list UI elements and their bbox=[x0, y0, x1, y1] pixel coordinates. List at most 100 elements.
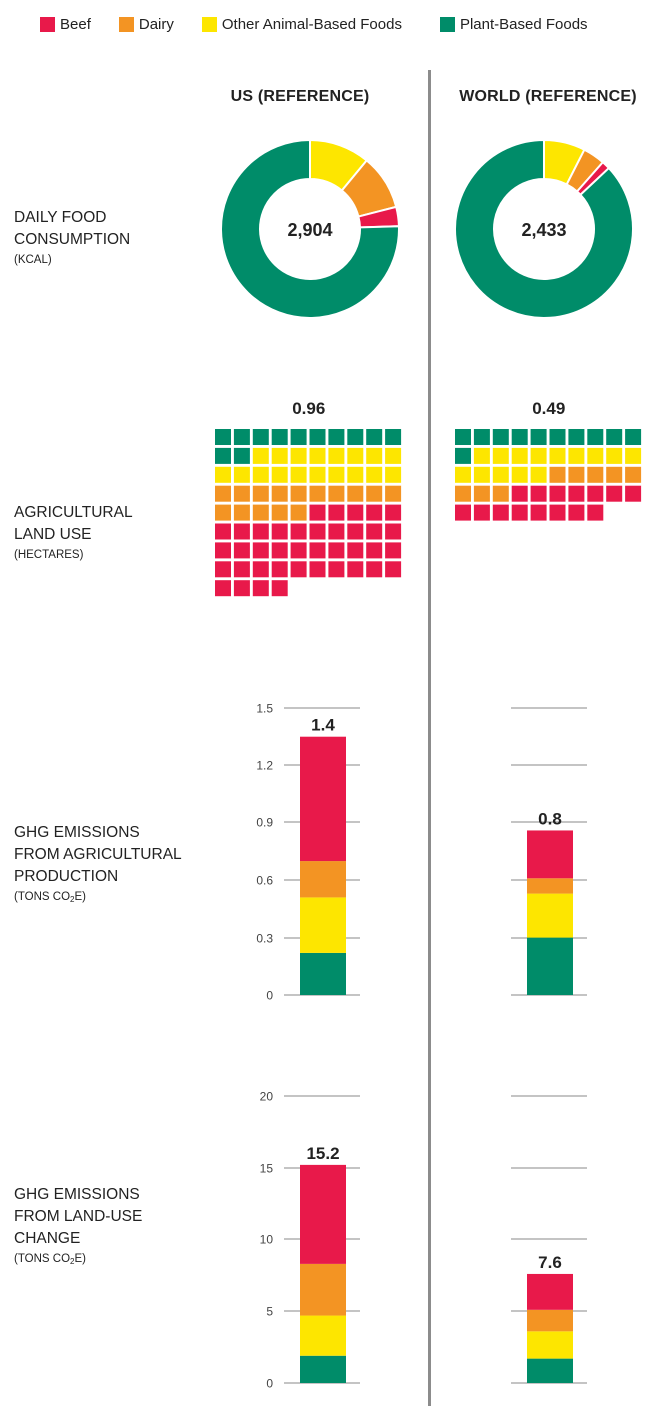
waffle-cell-beef bbox=[328, 561, 345, 578]
row-label-line: CHANGE bbox=[14, 1230, 81, 1247]
waffle-cell-beef bbox=[233, 561, 250, 578]
waffle-cell-other-animal-based-foods bbox=[473, 447, 490, 464]
waffle-cell-plant-based-foods bbox=[233, 429, 250, 445]
waffle-cell-beef bbox=[290, 561, 307, 578]
waffle-cell-plant-based-foods bbox=[328, 429, 345, 445]
waffle-cell-beef bbox=[271, 523, 288, 540]
waffle-cell-beef bbox=[252, 523, 269, 540]
waffle-cell-dairy bbox=[385, 485, 402, 502]
waffle-cell-dairy bbox=[366, 485, 383, 502]
waffle-total-label: 0.96 bbox=[292, 399, 325, 418]
bar-segment-plant-based-foods bbox=[527, 937, 573, 995]
waffle-cell-other-animal-based-foods bbox=[233, 466, 250, 483]
waffle-cell-beef bbox=[549, 504, 566, 521]
waffle-cell-beef bbox=[252, 542, 269, 559]
waffle-cell-other-animal-based-foods bbox=[215, 466, 231, 483]
waffle-cell-dairy bbox=[347, 485, 364, 502]
waffle-cell-beef bbox=[233, 523, 250, 540]
waffle-cell-dairy bbox=[290, 485, 307, 502]
waffle-cell-beef bbox=[568, 504, 585, 521]
waffle-cell-beef bbox=[328, 542, 345, 559]
waffle-cell-other-animal-based-foods bbox=[328, 466, 345, 483]
waffle-cell-beef bbox=[625, 485, 642, 502]
waffle-cell-plant-based-foods bbox=[215, 429, 231, 445]
waffle-cell-beef bbox=[366, 542, 383, 559]
waffle-cell-other-animal-based-foods bbox=[473, 466, 490, 483]
waffle-cell-beef bbox=[215, 580, 231, 597]
unit-text: (TONS CO bbox=[14, 1253, 71, 1265]
waffle-cell-other-animal-based-foods bbox=[385, 466, 402, 483]
waffle-cell-beef bbox=[492, 504, 509, 521]
waffle-cell-dairy bbox=[215, 485, 231, 502]
waffle-cell-beef bbox=[252, 561, 269, 578]
waffle-cell-beef bbox=[511, 485, 528, 502]
waffle-cell-other-animal-based-foods bbox=[455, 466, 471, 483]
bar-segment-plant-based-foods bbox=[527, 1358, 573, 1383]
bar-segment-other-animal-based-foods bbox=[300, 1315, 346, 1356]
donut-total-label: 2,433 bbox=[521, 220, 566, 240]
waffle-cell-other-animal-based-foods bbox=[492, 466, 509, 483]
waffle-cell-plant-based-foods bbox=[606, 429, 623, 445]
waffle-cell-beef bbox=[347, 504, 364, 521]
unit-text: (TONS CO bbox=[14, 891, 71, 903]
bar-segment-plant-based-foods bbox=[300, 952, 346, 995]
waffle-cell-beef bbox=[271, 561, 288, 578]
waffle-cell-beef bbox=[309, 504, 326, 521]
waffle-cell-dairy bbox=[271, 504, 288, 521]
row-label-line: DAILY FOOD bbox=[14, 209, 107, 226]
y-tick-label: 20 bbox=[260, 1090, 274, 1104]
waffle-cell-beef bbox=[328, 523, 345, 540]
y-tick-label: 0.9 bbox=[256, 816, 273, 830]
legend-swatch-beef bbox=[40, 16, 55, 32]
waffle-cell-dairy bbox=[252, 485, 269, 502]
waffle-cell-dairy bbox=[252, 504, 269, 521]
y-tick-label: 15 bbox=[260, 1162, 274, 1176]
waffle-cell-other-animal-based-foods bbox=[290, 447, 307, 464]
column-divider bbox=[428, 70, 431, 1406]
bar-total-label: 15.2 bbox=[306, 1144, 339, 1163]
waffle-cell-other-animal-based-foods bbox=[568, 447, 585, 464]
waffle-cell-other-animal-based-foods bbox=[366, 466, 383, 483]
waffle-cell-plant-based-foods bbox=[530, 429, 547, 445]
bar-segment-dairy bbox=[527, 878, 573, 894]
row-label-line: FROM LAND-USE bbox=[14, 1208, 143, 1225]
donut-total-label: 2,904 bbox=[287, 220, 332, 240]
y-tick-label: 10 bbox=[260, 1233, 274, 1247]
donut-slice-plant-based-foods bbox=[454, 138, 634, 319]
column-heading-us: US (REFERENCE) bbox=[230, 88, 370, 105]
waffle-cell-other-animal-based-foods bbox=[309, 466, 326, 483]
row-label-unit: (TONS CO2E) bbox=[14, 888, 182, 909]
waffle-cell-beef bbox=[385, 561, 402, 578]
waffle-cell-beef bbox=[215, 523, 231, 540]
waffle-cell-plant-based-foods bbox=[455, 429, 471, 445]
waffle-cell-beef bbox=[530, 504, 547, 521]
waffle-cell-beef bbox=[347, 561, 364, 578]
legend-item-other: Other Animal-Based Foods bbox=[201, 16, 402, 33]
waffle-cell-dairy bbox=[328, 485, 345, 502]
waffle-cell-beef bbox=[568, 485, 585, 502]
waffle-cell-dairy bbox=[215, 504, 231, 521]
legend-item-plant: Plant-Based Foods bbox=[439, 15, 588, 33]
row-label-unit: (TONS CO2E) bbox=[14, 1250, 142, 1271]
unit-subscript: 2 bbox=[70, 895, 75, 904]
waffle-cell-beef bbox=[455, 504, 471, 521]
waffle-cell-beef bbox=[252, 580, 269, 597]
waffle-cell-other-animal-based-foods bbox=[530, 466, 547, 483]
waffle-cell-plant-based-foods bbox=[233, 447, 250, 464]
waffle-cell-beef bbox=[233, 542, 250, 559]
waffle-cell-beef bbox=[347, 542, 364, 559]
y-tick-label: 0.3 bbox=[256, 932, 273, 946]
waffle-cell-beef bbox=[587, 485, 604, 502]
waffle-cell-dairy bbox=[606, 466, 623, 483]
legend-label-plant: Plant-Based Foods bbox=[459, 15, 588, 33]
waffle-cell-plant-based-foods bbox=[625, 429, 642, 445]
row-label-ghg-production: GHG EMISSIONS FROM AGRICULTURAL PRODUCTI… bbox=[14, 822, 182, 909]
waffle-cell-beef bbox=[347, 523, 364, 540]
waffle-cell-beef bbox=[271, 542, 288, 559]
waffle-cell-plant-based-foods bbox=[347, 429, 364, 445]
waffle-cell-other-animal-based-foods bbox=[530, 447, 547, 464]
waffle-cell-plant-based-foods bbox=[366, 429, 383, 445]
row-label-ghg-land-use-change: GHG EMISSIONS FROM LAND-USE CHANGE (TONS… bbox=[14, 1184, 142, 1271]
waffle-cell-beef bbox=[511, 504, 528, 521]
